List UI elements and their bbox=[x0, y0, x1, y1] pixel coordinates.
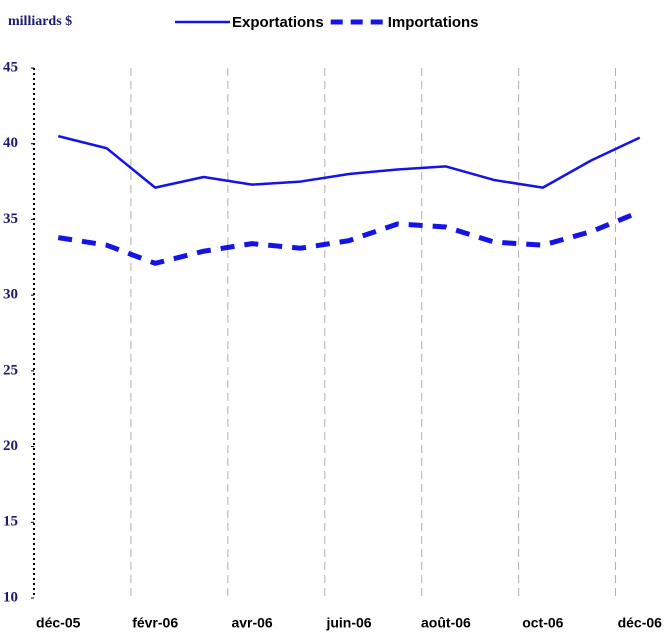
y-tick-label: 45 bbox=[3, 59, 18, 75]
y-tick-label: 30 bbox=[3, 287, 18, 303]
legend-label: Importations bbox=[388, 14, 479, 31]
x-tick-label: août-06 bbox=[421, 615, 471, 631]
x-tick-label: févr-06 bbox=[132, 615, 178, 631]
series-line bbox=[57, 134, 641, 189]
y-tick-label: 25 bbox=[3, 362, 18, 378]
y-tick-label: 20 bbox=[3, 438, 18, 454]
series-line bbox=[57, 209, 641, 266]
x-tick-label: déc-06 bbox=[618, 615, 663, 631]
x-tick-label: avr-06 bbox=[231, 615, 272, 631]
y-axis-title: milliards $ bbox=[8, 14, 72, 29]
x-tick-label: oct-06 bbox=[522, 615, 563, 631]
x-tick-label: déc-05 bbox=[36, 615, 81, 631]
legend-label: Exportations bbox=[232, 14, 324, 31]
y-tick-label: 10 bbox=[3, 589, 18, 605]
y-tick-label: 15 bbox=[3, 514, 18, 530]
y-tick-label: 40 bbox=[3, 135, 18, 151]
y-tick-label: 35 bbox=[3, 211, 18, 227]
x-tick-label: juin-06 bbox=[325, 615, 371, 631]
